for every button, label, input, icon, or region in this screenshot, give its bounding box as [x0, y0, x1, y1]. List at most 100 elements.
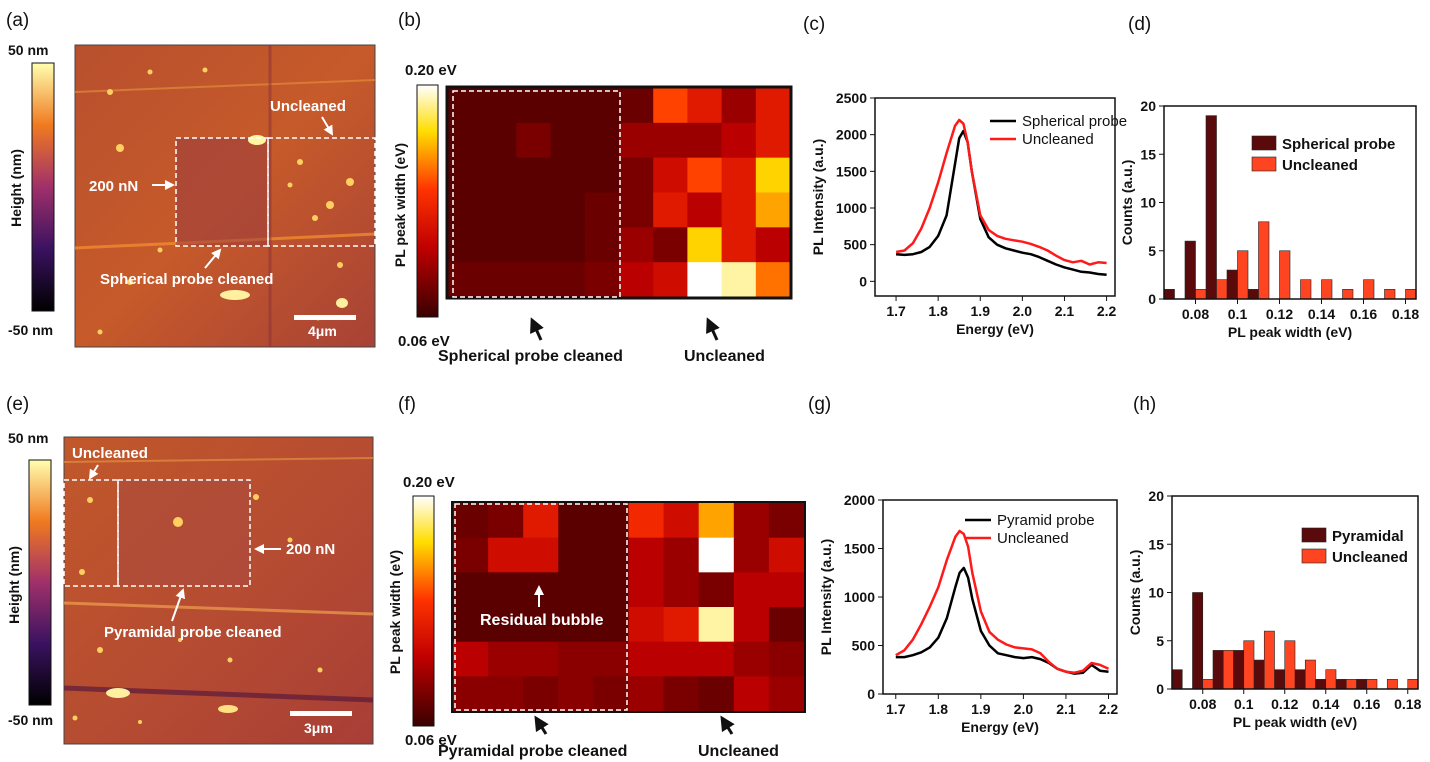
map-f-right-arrow [720, 715, 735, 735]
heatmap-cell [488, 537, 524, 573]
heatmap-cell [482, 88, 517, 124]
heatmap-cell [733, 607, 770, 643]
map-panel-f: 0.20 eV 0.06 eV PL peak width (eV) Resid… [387, 474, 806, 760]
x-tick-label: 0.08 [1182, 306, 1209, 322]
heatmap-cell [755, 262, 791, 298]
x-tick-label: 1.8 [929, 701, 949, 717]
x-tick-label: 2.2 [1099, 701, 1119, 717]
x-tick-label: 0.12 [1271, 696, 1298, 712]
heatmap-cell [768, 503, 805, 539]
heatmap-cell [584, 122, 620, 159]
heatmap-cell [755, 227, 791, 263]
heatmap-cell [619, 88, 654, 124]
histogram-bar-probe [1184, 240, 1196, 300]
heatmap-cell [653, 157, 688, 193]
histogram-chart-h: Pyramidal Uncleaned 0.08 0.1 0.12 0.14 0.16 0.1… [1127, 488, 1422, 730]
x-tick-label: 0.16 [1350, 306, 1377, 322]
afm-e-cleaned-box [117, 479, 251, 587]
heatmap-cell [619, 227, 654, 263]
histogram-bar-uncleaned [1237, 250, 1249, 300]
histogram-bar-uncleaned [1263, 630, 1275, 690]
y-tick-label: 2000 [844, 492, 875, 508]
heatmap-cell [663, 607, 700, 643]
histogram-bar-uncleaned [1345, 679, 1357, 690]
heatmap-cell [593, 676, 629, 712]
heatmap-cell [653, 122, 688, 159]
histogram-bar-uncleaned [1195, 289, 1207, 300]
y-tick-label: 20 [1148, 488, 1164, 504]
heatmap-cell [523, 537, 559, 573]
heatmap-cell [698, 503, 735, 539]
heatmap-cell [523, 641, 559, 677]
heatmap-cell [653, 262, 688, 298]
y-tick-label: 15 [1140, 146, 1156, 162]
map-f-left-label: Pyramidal probe cleaned [438, 743, 627, 760]
legend-label: Uncleaned [1332, 549, 1408, 566]
y-tick-label: 20 [1140, 98, 1156, 114]
histogram-bar-uncleaned [1216, 279, 1228, 300]
heatmap-cell [768, 537, 805, 573]
heatmap-cell [698, 572, 735, 608]
heatmap-cell [653, 227, 688, 263]
heatmap-cell [593, 641, 629, 677]
x-tick-label: 1.9 [971, 701, 991, 717]
map-b-left-arrow [530, 317, 544, 341]
legend-label: Uncleaned [1022, 131, 1094, 148]
heatmap-cell [482, 227, 517, 263]
map-b-cb-min: 0.06 eV [398, 333, 450, 350]
afm-panel-e: 50 nm -50 nm Height (nm) Uncleaned 200 n… [6, 430, 374, 745]
heatmap-cell [453, 676, 489, 712]
heatmap-cell [448, 192, 483, 228]
heatmap-b [448, 88, 791, 298]
x-tick-label: 0.08 [1189, 696, 1216, 712]
heatmap-cell [558, 503, 594, 539]
series-line-probe [895, 129, 1107, 276]
heatmap-cell [663, 676, 700, 712]
x-tick-label: 2.1 [1055, 303, 1075, 319]
heatmap-cell [550, 262, 586, 298]
afm-e-cb-max: 50 nm [8, 430, 48, 446]
heatmap-cell [619, 122, 654, 159]
series-line-uncleaned [895, 118, 1107, 266]
x-tick-label: 2.0 [1013, 303, 1033, 319]
heatmap-cell [733, 503, 770, 539]
legend-swatch [1251, 156, 1277, 172]
map-b-cb-title: PL peak width (eV) [392, 143, 408, 267]
map-b-cleaned-box [452, 90, 621, 298]
histogram-bar-uncleaned [1407, 679, 1419, 690]
heatmap-cell [516, 88, 552, 124]
y-tick-label: 1500 [836, 163, 867, 179]
heatmap-cell [558, 607, 594, 643]
x-axis-label: Energy (eV) [956, 321, 1034, 337]
heatmap-cell [550, 122, 586, 159]
heatmap-cell [687, 227, 723, 263]
histogram-bar-uncleaned [1279, 250, 1291, 300]
heatmap-cell [768, 607, 805, 643]
x-tick-label: 2.1 [1056, 701, 1076, 717]
panel-label-a: (a) [6, 10, 29, 31]
heatmap-cell [593, 537, 629, 573]
afm-a-cb-title: Height (nm) [8, 149, 24, 227]
legend-label: Pyramidal [1332, 528, 1404, 545]
heatmap-cell [453, 572, 489, 608]
heatmap-cell [687, 192, 723, 228]
map-panel-b: 0.20 eV 0.06 eV PL peak width (eV) Spher… [392, 62, 793, 365]
y-tick-label: 0 [867, 686, 875, 702]
heatmap-cell [755, 192, 791, 228]
afm-e-scalebar-label: 3μm [304, 720, 333, 736]
legend-swatch [1301, 527, 1327, 543]
heatmap-cell [687, 157, 723, 193]
heatmap-cell [755, 157, 791, 193]
histogram-bar-probe [1205, 115, 1217, 300]
afm-e-uncleaned-arrow [88, 464, 99, 480]
heatmap-cell [584, 192, 620, 228]
heatmap-cell [687, 122, 723, 159]
heatmap-cell [448, 88, 483, 124]
heatmap-cell [453, 607, 489, 643]
map-f-colorbar [412, 495, 435, 727]
heatmap-cell [558, 676, 594, 712]
afm-e-cleaned-label: Pyramidal probe cleaned [104, 624, 282, 641]
histogram-chart-d: Spherical probe Uncleaned 0.08 0.1 0.12 0.14 0… [1119, 98, 1419, 340]
panel-label-g: (g) [808, 394, 831, 415]
